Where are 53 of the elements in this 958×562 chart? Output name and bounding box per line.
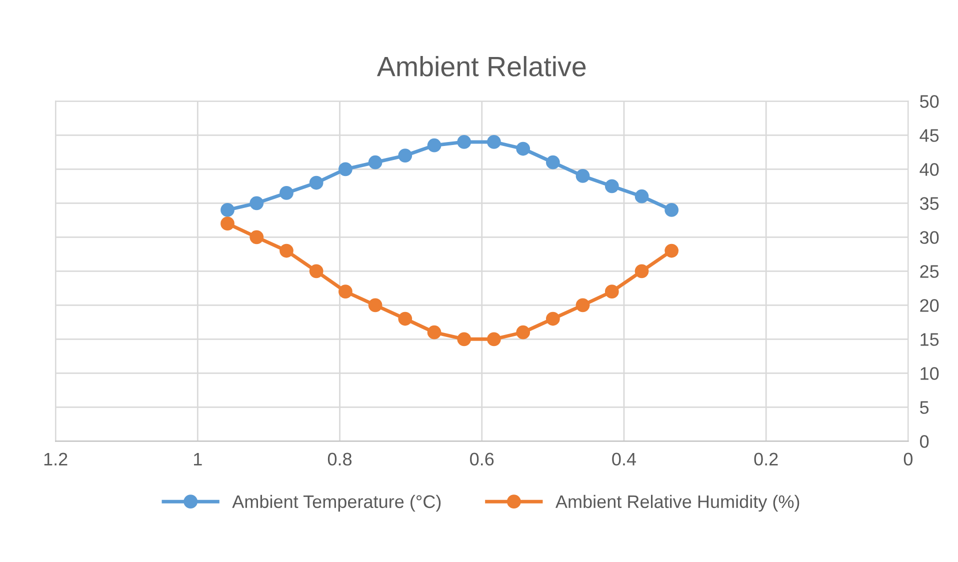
point bbox=[250, 196, 264, 210]
point bbox=[634, 264, 649, 278]
point bbox=[368, 298, 382, 312]
point bbox=[604, 284, 619, 299]
point bbox=[546, 155, 560, 170]
point bbox=[280, 186, 294, 200]
point bbox=[427, 138, 442, 152]
point bbox=[487, 135, 501, 149]
point bbox=[309, 176, 324, 190]
y-tick-label: 35 bbox=[920, 197, 939, 210]
y-tick-label: 5 bbox=[920, 401, 929, 414]
x-tick-label: 1.2 bbox=[44, 452, 68, 466]
point bbox=[427, 325, 442, 340]
y-tick-label: 10 bbox=[920, 367, 939, 380]
point bbox=[457, 135, 472, 149]
chart-title: Ambient Relative bbox=[376, 56, 586, 76]
y-tick-label: 20 bbox=[920, 299, 939, 312]
legend-label: Ambient Relative Humidity (%) bbox=[555, 494, 800, 512]
point bbox=[398, 312, 412, 326]
point bbox=[338, 162, 352, 176]
point bbox=[576, 298, 590, 312]
point bbox=[280, 244, 294, 258]
point bbox=[546, 312, 560, 326]
point bbox=[309, 264, 324, 278]
x-tick-label: 0.8 bbox=[328, 452, 352, 466]
y-tick-label: 40 bbox=[920, 163, 939, 176]
point bbox=[368, 155, 382, 170]
point bbox=[398, 148, 412, 163]
point bbox=[338, 284, 352, 299]
point bbox=[576, 169, 590, 183]
point bbox=[250, 230, 264, 244]
point bbox=[220, 216, 234, 231]
y-tick-label: 25 bbox=[920, 265, 939, 278]
point bbox=[664, 244, 679, 258]
x-tick-label: 0.6 bbox=[470, 452, 494, 466]
y-tick-label: 30 bbox=[920, 231, 939, 244]
point bbox=[516, 142, 530, 156]
y-tick-label: 0 bbox=[920, 435, 929, 448]
y-tick-label: 15 bbox=[920, 333, 939, 346]
x-tick-label: 0.2 bbox=[754, 452, 778, 466]
legend-label: Ambient Temperature (°C) bbox=[232, 494, 441, 512]
point bbox=[604, 179, 619, 194]
point bbox=[457, 332, 472, 346]
point bbox=[516, 325, 530, 340]
point bbox=[487, 332, 501, 346]
y-tick-label: 45 bbox=[920, 129, 939, 142]
y-tick-label: 50 bbox=[920, 95, 939, 108]
x-tick-label: 0.4 bbox=[612, 452, 636, 466]
point bbox=[220, 203, 234, 217]
x-tick-label: 0 bbox=[904, 452, 912, 466]
x-tick-label: 1 bbox=[194, 452, 202, 466]
point bbox=[634, 189, 649, 204]
point bbox=[664, 203, 679, 217]
